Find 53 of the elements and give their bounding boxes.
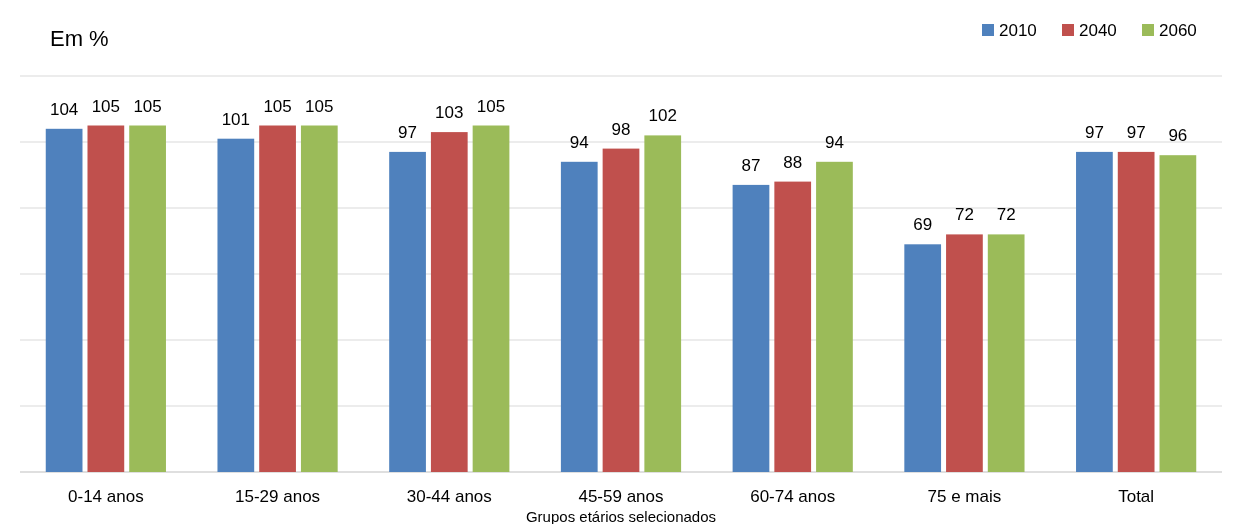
data-label: 103: [435, 103, 464, 123]
x-tick-label: 45-59 anos: [578, 487, 664, 506]
data-label: 97: [398, 122, 418, 142]
data-label: 105: [91, 96, 121, 116]
bar: [1076, 151, 1113, 472]
data-label: 97: [1126, 122, 1146, 142]
data-label: 94: [569, 132, 589, 152]
data-label: 105: [305, 96, 334, 116]
bar: [129, 125, 166, 472]
bar: [816, 161, 853, 472]
x-tick-label: 0-14 anos: [68, 487, 144, 506]
bar: [259, 125, 296, 472]
data-label: 102: [648, 106, 677, 126]
legend-label: 2010: [999, 21, 1037, 40]
bar: [472, 125, 510, 472]
data-label: 69: [913, 215, 933, 235]
data-label: 105: [476, 96, 506, 116]
x-tick-label: 75 e mais: [927, 487, 1002, 506]
bar: [946, 234, 983, 472]
data-label: 96: [1168, 126, 1188, 146]
bar: [644, 135, 682, 472]
bar: [45, 128, 83, 472]
data-label: 87: [741, 155, 761, 175]
bar: [732, 184, 770, 472]
data-label: 72: [954, 205, 974, 225]
data-label: 98: [611, 119, 631, 139]
x-tick-label: 15-29 anos: [235, 487, 321, 506]
bar: [560, 161, 598, 472]
bar: [1159, 155, 1197, 472]
bar: [774, 181, 812, 472]
bar: [300, 125, 338, 472]
bar: [217, 138, 255, 472]
data-label: 88: [783, 152, 803, 172]
bar: [389, 151, 426, 472]
bar: [430, 132, 468, 472]
data-label: 72: [996, 205, 1016, 225]
bar: [602, 148, 640, 472]
x-tick-label: 30-44 anos: [406, 487, 492, 506]
x-tick-label: 60-74 anos: [750, 487, 836, 506]
x-tick-label: Total: [1118, 487, 1155, 506]
bar: [1117, 151, 1155, 472]
bar: [87, 125, 125, 472]
data-label: 94: [824, 132, 844, 152]
data-label: 105: [133, 96, 162, 116]
data-label: 97: [1084, 122, 1104, 142]
y-axis-title: Em %: [50, 26, 109, 51]
legend-label: 2060: [1159, 21, 1197, 40]
bar: [987, 234, 1025, 472]
data-label: 105: [263, 96, 292, 116]
legend-label: 2040: [1079, 21, 1117, 40]
data-label: 104: [49, 99, 79, 119]
data-label: 101: [221, 109, 251, 129]
bar: [904, 244, 942, 472]
